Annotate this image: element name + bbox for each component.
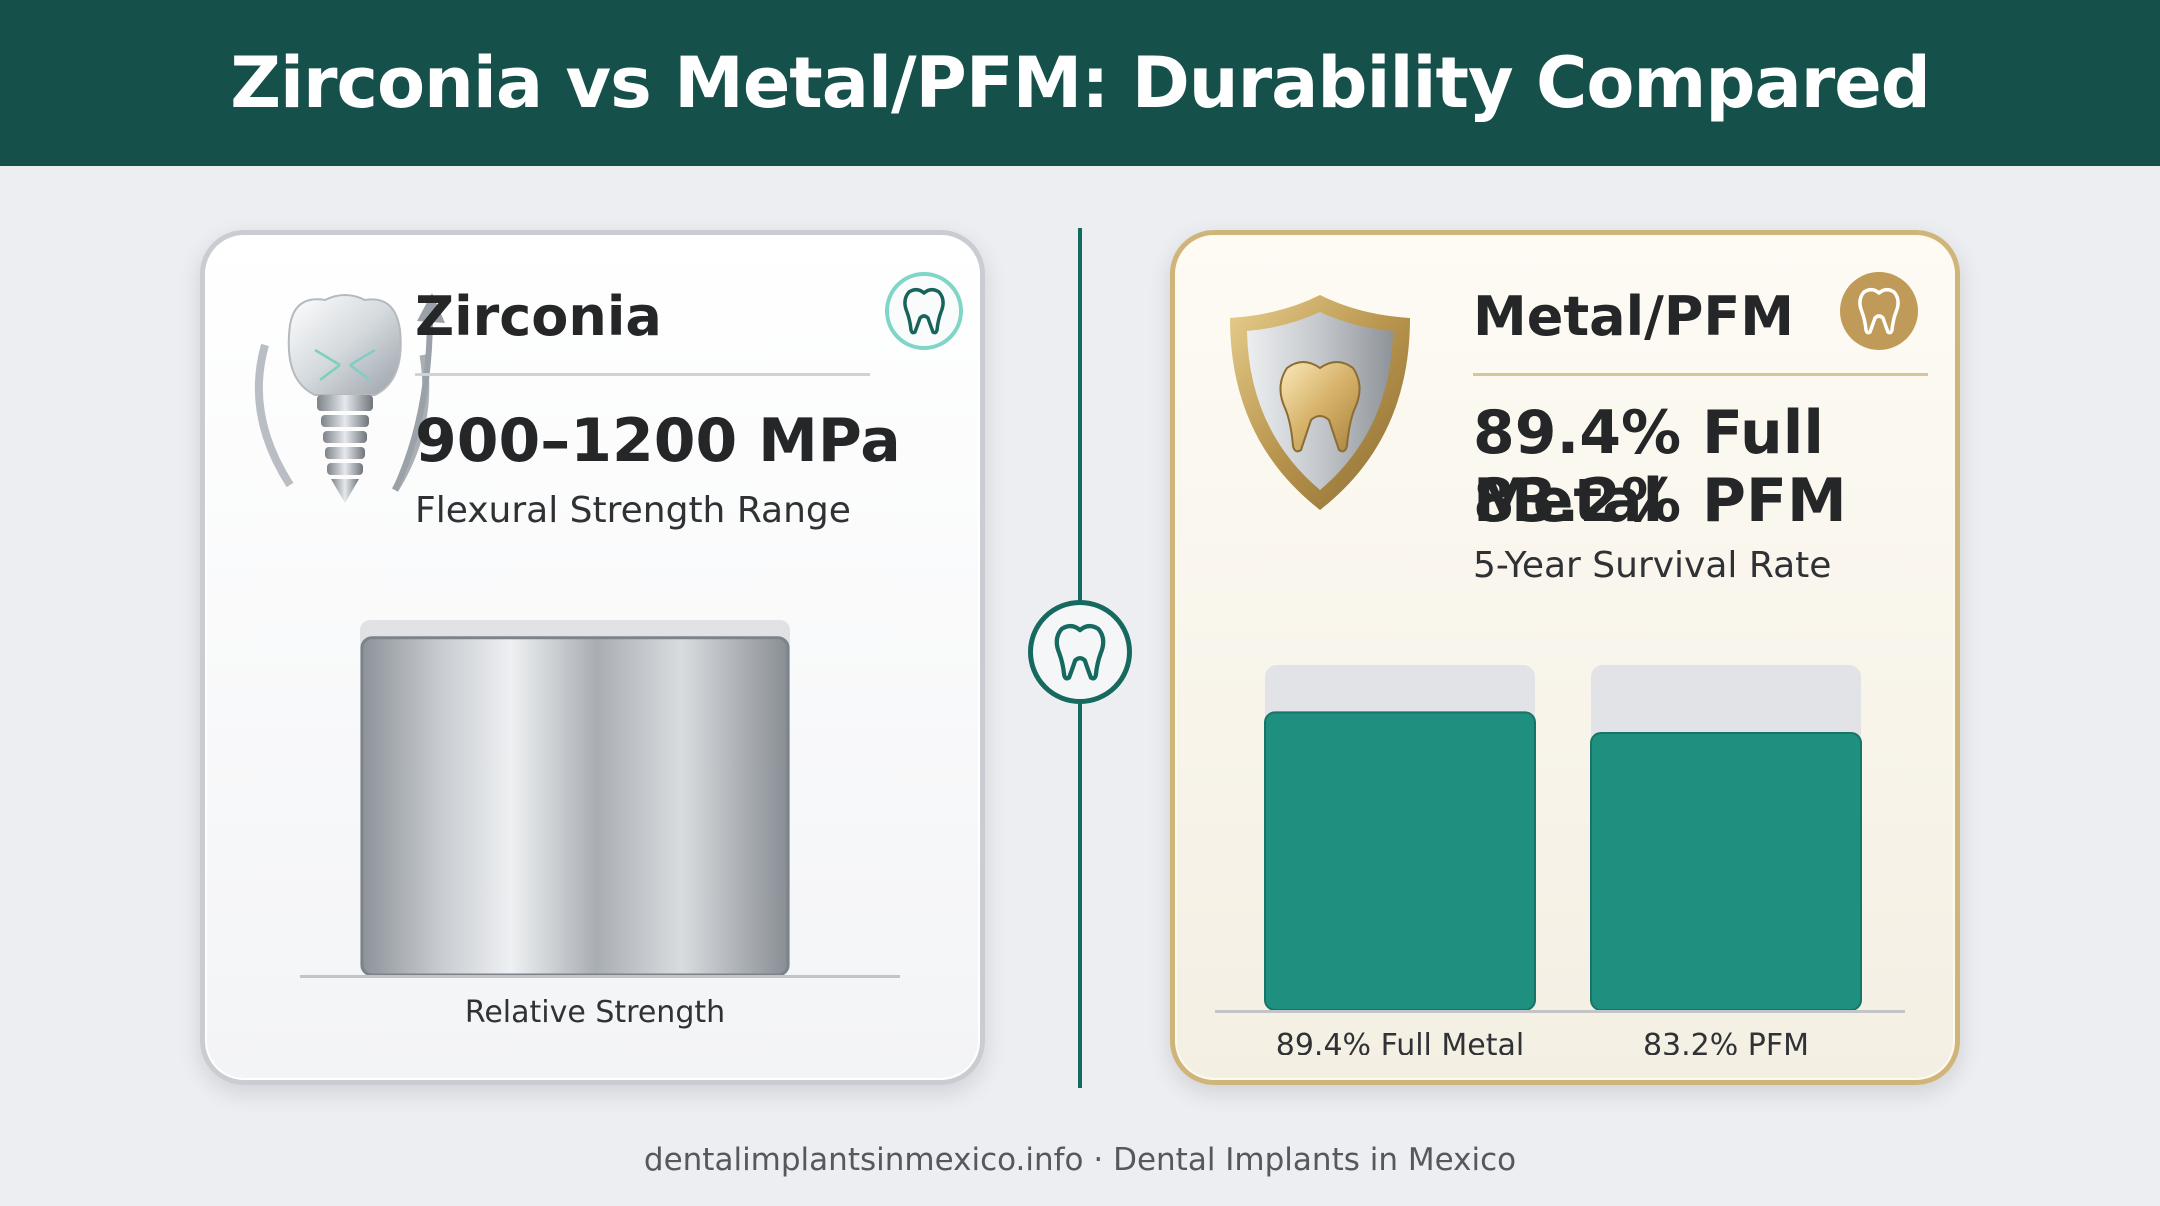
metal-divider [1473,373,1928,376]
tooth-icon [1858,288,1900,335]
x-axis-line [300,975,900,978]
metal-title: Metal/PFM [1473,285,1795,348]
strength-bar [360,636,790,977]
metal-stat-label: 5-Year Survival Rate [1473,545,1832,586]
implant-icon [254,293,445,503]
metal-chart: 89.4% Full Metal 83.2% PFM [1215,665,1905,1055]
center-badge [1028,600,1132,704]
page-title: Zirconia vs Metal/PFM: Durability Compar… [230,42,1931,124]
zirconia-stat: 900–1200 MPa [415,406,901,476]
category-label: 83.2% PFM [1643,1028,1809,1055]
shield-tooth-icon [1230,295,1410,510]
zirconia-stat-label: Flexural Strength Range [415,490,851,531]
zirconia-card: Zirconia 900–1200 MPa Flexural Strength … [200,230,985,1085]
zirconia-axis-label: Relative Strength [464,995,726,1030]
metal-stat-full: 89.4% Full Metal [1473,398,1824,536]
metal-badge [1840,272,1918,350]
survival-bar [1264,711,1536,1011]
category-label: 89.4% Full Metal [1276,1028,1525,1055]
zirconia-title: Zirconia [415,285,662,348]
x-axis-line [1215,1010,1905,1013]
metal-card: Metal/PFM 89.4% Full Metal 83.2% PFM 5-Y… [1170,230,1960,1085]
zirconia-divider [415,373,870,376]
zirconia-chart [300,620,900,978]
metal-stat-pfm: 83.2% PFM [1473,466,1847,536]
survival-bar [1590,732,1862,1011]
footer-credit: dentalimplantsinmexico.info · Dental Imp… [643,1142,1517,1178]
tooth-icon [1054,624,1106,681]
header-banner: Zirconia vs Metal/PFM: Durability Compar… [0,0,2160,166]
zirconia-badge [885,272,963,350]
tooth-icon [903,288,945,335]
